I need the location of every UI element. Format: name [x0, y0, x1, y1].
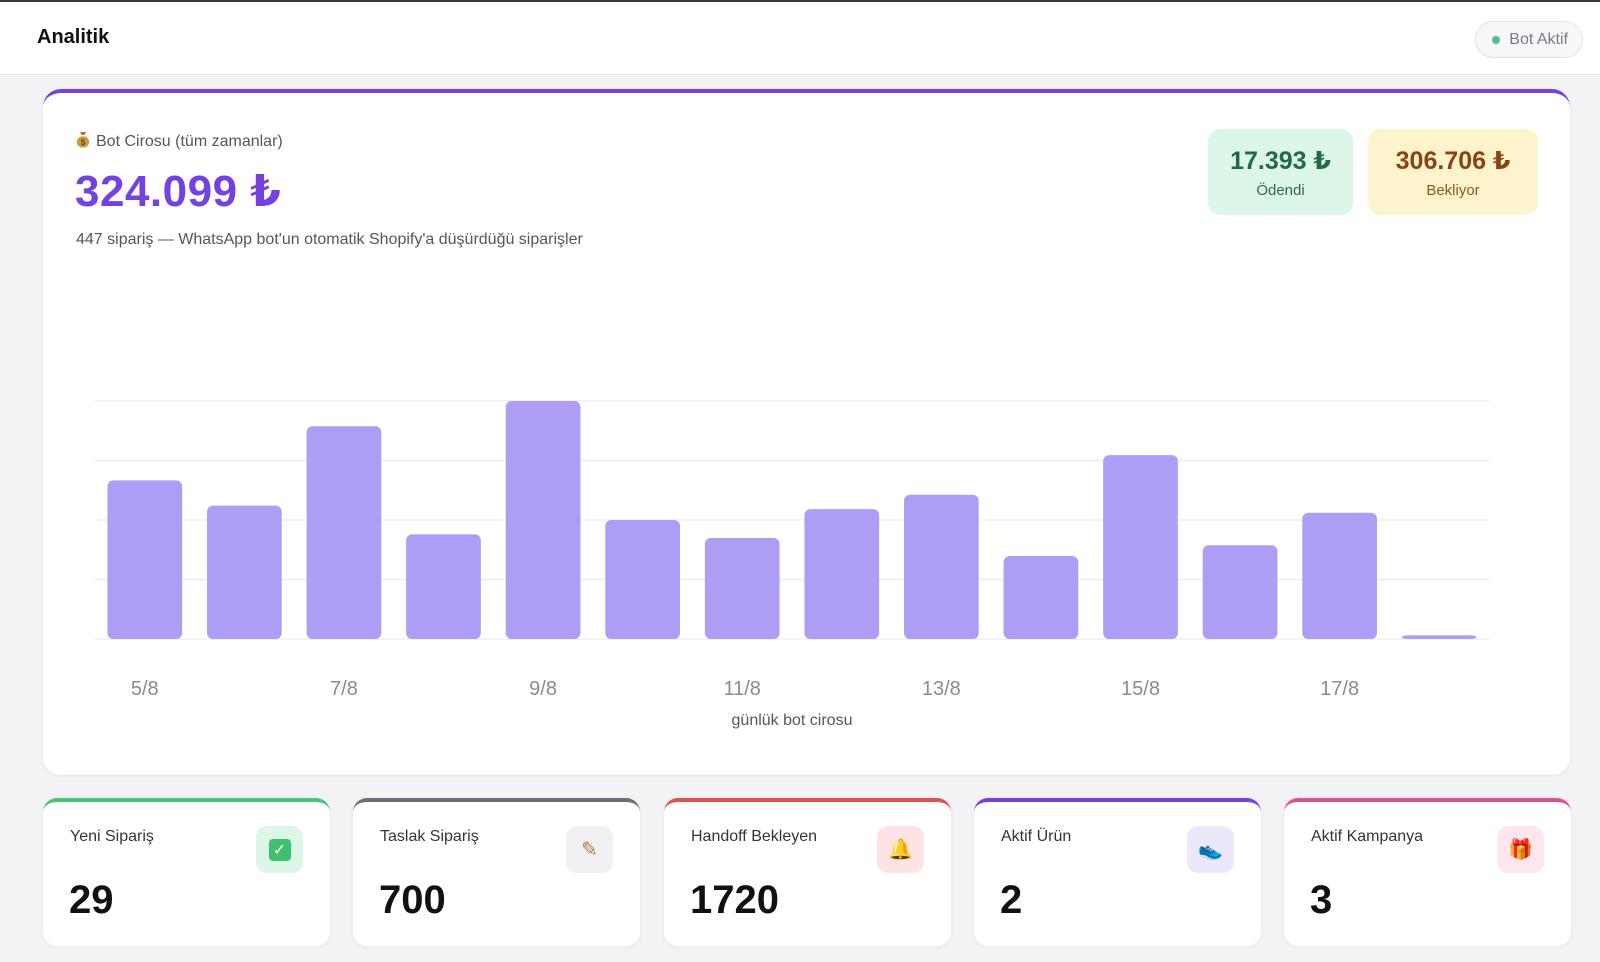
page-title: Analitik — [37, 26, 110, 48]
daily-revenue-chart: 5/8 7/8 9/8 11/8 13/8 15/8 17/8 günlük bot ciro… — [95, 400, 1489, 729]
shoe-icon: 👟 — [1187, 826, 1234, 873]
pending-summary: 306.706 ₺ Bekliyor — [1368, 129, 1538, 215]
x-tick-label: 5/8 — [131, 678, 159, 700]
stat-card-label: Aktif Ürün — [1001, 828, 1072, 845]
svg-text:$: $ — [81, 138, 86, 147]
memo-icon: ✎ — [566, 826, 613, 873]
bar-11/8[interactable] — [704, 538, 780, 639]
bar-16/8[interactable] — [1202, 545, 1278, 639]
stat-card-label: Aktif Kampanya — [1311, 828, 1424, 845]
stat-card-value: 1720 — [690, 878, 779, 922]
stat-card-label: Taslak Sipariş — [380, 828, 479, 845]
bar-5/8[interactable] — [107, 480, 183, 639]
bar-7/8[interactable] — [306, 426, 382, 639]
pending-amount: 306.706 ₺ — [1395, 146, 1511, 175]
x-tick-label: 9/8 — [529, 678, 557, 700]
stat-card-taslak-sipariş[interactable]: Taslak Sipariş 700 ✎ — [353, 798, 640, 946]
bar-13/8[interactable] — [904, 494, 979, 639]
paid-amount: 17.393 ₺ — [1230, 146, 1331, 175]
bar-12/8[interactable] — [804, 509, 880, 639]
stat-card-handoff-bekleyen[interactable]: Handoff Bekleyen 1720 🔔 — [664, 798, 951, 946]
revenue-total: 324.099 ₺ — [75, 167, 282, 216]
paid-summary: 17.393 ₺ Ödendi — [1208, 129, 1353, 215]
stat-card-value: 29 — [69, 878, 114, 922]
bar-14/8[interactable] — [1003, 556, 1079, 639]
gift-icon: 🎁 — [1497, 826, 1544, 873]
bot-revenue-card: $ Bot Cirosu (tüm zamanlar) 324.099 ₺ 44… — [43, 89, 1570, 775]
x-tick-label: 13/8 — [922, 678, 961, 700]
stat-card-value: 3 — [1310, 878, 1333, 922]
revenue-label: $ Bot Cirosu (tüm zamanlar) — [76, 131, 283, 153]
stat-card-value: 700 — [379, 878, 446, 922]
bar-18/8[interactable] — [1401, 635, 1477, 639]
bar-6/8[interactable] — [207, 505, 282, 639]
bot-status-label: Bot Aktif — [1509, 30, 1568, 48]
bell-icon: 🔔 — [877, 826, 924, 873]
stat-card-aktif-kampanya[interactable]: Aktif Kampanya 3 🎁 — [1284, 798, 1571, 946]
money-bag-icon: $ — [76, 131, 90, 153]
bot-status-badge[interactable]: Bot Aktif — [1475, 21, 1583, 58]
x-axis-label: günlük bot cirosu — [732, 712, 853, 729]
revenue-subtitle: 447 sipariş — WhatsApp bot'un otomatik S… — [76, 231, 583, 248]
stat-card-label: Handoff Bekleyen — [691, 828, 818, 845]
x-tick-label: 11/8 — [723, 678, 760, 700]
bar-17/8[interactable] — [1302, 512, 1377, 639]
x-tick-label: 15/8 — [1121, 678, 1160, 700]
paid-label: Ödendi — [1256, 181, 1305, 199]
x-tick-label: 7/8 — [330, 678, 358, 700]
stat-card-value: 2 — [1000, 878, 1023, 922]
bar-10/8[interactable] — [605, 520, 680, 639]
bar-9/8[interactable] — [505, 401, 581, 639]
pending-label: Bekliyor — [1426, 181, 1480, 199]
x-tick-label: 17/8 — [1320, 678, 1359, 700]
top-bar: Analitik Bot Aktif — [0, 0, 1600, 75]
bar-8/8[interactable] — [406, 534, 481, 639]
bar-15/8[interactable] — [1103, 455, 1178, 639]
stat-card-yeni-sipariş[interactable]: Yeni Sipariş 29 ✓ — [43, 798, 330, 946]
stat-card-label: Yeni Sipariş — [70, 828, 154, 845]
stat-card-aktif-ürün[interactable]: Aktif Ürün 2 👟 — [974, 798, 1261, 946]
status-dot-icon — [1492, 35, 1501, 44]
revenue-label-text: Bot Cirosu (tüm zamanlar) — [96, 133, 283, 150]
check-mark-icon: ✓ — [256, 826, 303, 873]
